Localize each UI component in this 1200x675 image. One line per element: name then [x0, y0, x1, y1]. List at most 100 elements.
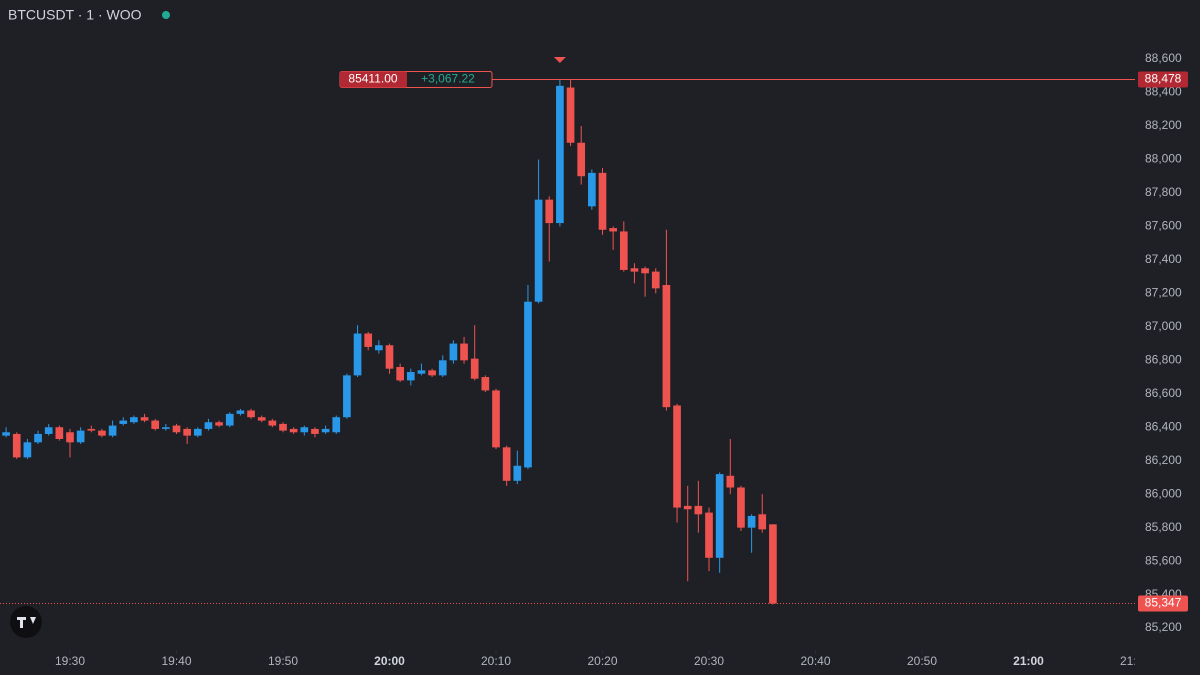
candle-body	[651, 271, 660, 289]
tv-logo	[10, 606, 42, 638]
high-marker	[553, 57, 566, 63]
candle-body	[66, 432, 74, 443]
candle-body	[321, 428, 330, 433]
high-price-label: 88,478	[1145, 72, 1182, 86]
x-tick-label: 19:50	[268, 654, 298, 668]
candle-body	[619, 231, 628, 270]
y-tick-label: 88,200	[1145, 118, 1182, 132]
candle-body	[556, 85, 564, 224]
y-tick-label: 85,800	[1145, 520, 1182, 534]
candle-body	[673, 405, 681, 508]
candle-body	[588, 172, 596, 207]
candle-body	[438, 360, 447, 376]
y-tick-label: 87,600	[1145, 219, 1182, 233]
candle-body	[257, 417, 266, 421]
candle-body	[34, 433, 42, 443]
x-tick-label: 20:40	[800, 654, 830, 668]
candle-body	[449, 343, 458, 361]
candle-body	[694, 505, 703, 515]
y-tick-label: 86,200	[1145, 453, 1182, 467]
candle-body	[12, 433, 21, 458]
candle-body	[236, 410, 245, 414]
candle-body	[55, 427, 64, 439]
candle-body	[524, 301, 532, 468]
x-tick-label: 20:00	[374, 654, 405, 668]
x-tick-label: 19:30	[55, 654, 85, 668]
candle-body	[76, 430, 85, 443]
candle-body	[225, 413, 234, 426]
candle-body	[364, 333, 373, 347]
candle-body	[417, 370, 426, 374]
candle-body	[172, 425, 181, 433]
overlay: 85411.00 +3,067.22	[0, 57, 1135, 604]
candle-body	[375, 345, 383, 351]
y-tick-label: 86,000	[1145, 486, 1182, 500]
candle-body	[162, 427, 170, 429]
candle-body	[598, 172, 607, 230]
candle-body	[279, 423, 287, 431]
candle-body	[534, 199, 543, 302]
x-tick-label: 20:50	[907, 654, 937, 668]
candle-body	[513, 465, 522, 481]
candle-body	[758, 514, 767, 530]
candle-body	[353, 333, 362, 376]
candle-body	[193, 428, 202, 436]
candle-body	[108, 425, 117, 436]
candle-body	[662, 285, 671, 408]
candle-body	[140, 417, 149, 421]
candle-body	[502, 447, 511, 481]
candle-body	[87, 428, 96, 431]
candle-body	[428, 370, 436, 376]
logo-mark	[17, 617, 36, 628]
y-tick-label: 88,400	[1145, 85, 1182, 99]
candle-body	[44, 427, 53, 434]
candle-body	[492, 390, 500, 448]
x-tick-label: 20:10	[481, 654, 511, 668]
y-tick-label: 86,600	[1145, 386, 1182, 400]
y-tick-label: 85,200	[1145, 620, 1182, 634]
plot	[2, 58, 1139, 653]
candle-body	[481, 377, 490, 391]
candle-body	[747, 515, 756, 528]
candle-body	[311, 428, 319, 434]
candle-body	[769, 524, 777, 604]
candle-body	[683, 505, 692, 510]
candle-body	[268, 420, 277, 426]
candle-body	[23, 442, 32, 458]
candle-body	[705, 512, 713, 558]
candle-body	[332, 417, 341, 433]
y-tick-label: 85,600	[1145, 553, 1182, 567]
candle-body	[119, 420, 128, 424]
candle-body	[470, 358, 479, 379]
candle-body	[737, 487, 745, 528]
y-tick-label: 87,800	[1145, 185, 1182, 199]
measure-price-bg	[340, 71, 407, 88]
candle-body	[545, 199, 554, 224]
y-tick-label: 87,400	[1145, 252, 1182, 266]
candle-body	[726, 475, 735, 488]
candle-body	[183, 428, 191, 436]
candle-body	[566, 87, 575, 143]
y-tick-label: 88,600	[1145, 51, 1182, 65]
candle-body	[289, 428, 298, 433]
high-price-tag	[1138, 71, 1188, 88]
candle-body	[630, 268, 639, 272]
candle-body	[577, 142, 586, 177]
candle-body	[396, 367, 404, 381]
candle-body	[385, 345, 394, 369]
last-price-label: 85,347	[1145, 596, 1182, 610]
candle-body	[715, 474, 724, 558]
candle-body	[641, 268, 649, 274]
x-tick-label: 21:00	[1013, 654, 1044, 668]
candle-body	[460, 343, 468, 361]
x-tick-label: 19:40	[161, 654, 191, 668]
candle-body	[406, 372, 415, 381]
x-tick-label: 20:20	[587, 654, 617, 668]
price-scale	[1135, 0, 1200, 675]
candle-body	[204, 422, 213, 429]
measure-price: 85411.00	[348, 72, 397, 86]
logo-circle	[10, 606, 42, 638]
last-price-tag	[1138, 595, 1188, 612]
candle-body	[609, 228, 617, 232]
